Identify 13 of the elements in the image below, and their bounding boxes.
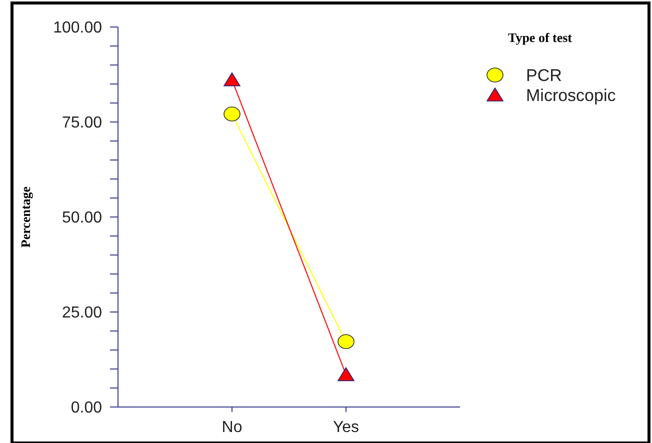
legend-label: PCR [526,66,562,85]
y-tick-label: 25.00 [62,304,102,322]
legend-title: Type of test [508,30,573,45]
legend-label: Microscopic [526,86,616,105]
x-tick-label: No [222,419,242,436]
point [224,106,240,122]
y-axis-title: Percentage [18,186,33,248]
y-tick-label: 100.00 [53,20,102,37]
y-tick-label: 75.00 [62,114,102,132]
point [338,334,354,350]
x-tick-label: Yes [332,419,360,436]
y-tick-label: 50.00 [62,210,102,227]
y-tick-label: 0.00 [70,400,102,417]
